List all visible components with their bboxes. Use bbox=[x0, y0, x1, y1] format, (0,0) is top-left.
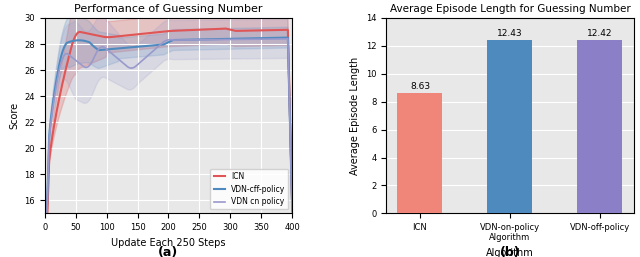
VDN cn policy bbox=[71, 58, 79, 61]
ICN bbox=[222, 27, 230, 30]
VDN-cff-policy bbox=[139, 45, 147, 48]
Bar bbox=[397, 93, 442, 213]
X-axis label: Update Each 250 Steps: Update Each 250 Steps bbox=[111, 237, 226, 247]
ICN bbox=[139, 32, 147, 35]
Line: VDN cn policy: VDN cn policy bbox=[45, 39, 292, 257]
Title: Average Episode Length for Guessing Number: Average Episode Length for Guessing Numb… bbox=[390, 4, 630, 14]
ICN bbox=[196, 28, 204, 31]
VDN-cff-policy bbox=[196, 38, 204, 41]
VDN-cff-policy bbox=[221, 38, 228, 41]
Line: ICN: ICN bbox=[45, 29, 292, 257]
Text: (b): (b) bbox=[500, 246, 520, 257]
ICN bbox=[289, 205, 296, 208]
Y-axis label: Score: Score bbox=[9, 102, 19, 129]
Text: 12.42: 12.42 bbox=[587, 29, 612, 38]
VDN cn policy bbox=[284, 37, 292, 40]
Line: VDN-cff-policy: VDN-cff-policy bbox=[45, 38, 292, 257]
VDN cn policy bbox=[221, 38, 228, 41]
Bar bbox=[488, 40, 532, 213]
ICN bbox=[220, 27, 227, 30]
ICN bbox=[122, 34, 129, 37]
X-axis label: Algorithm: Algorithm bbox=[486, 248, 534, 257]
Text: 12.43: 12.43 bbox=[497, 29, 523, 38]
VDN-cff-policy bbox=[122, 46, 129, 49]
VDN cn policy bbox=[289, 210, 296, 213]
VDN-cff-policy bbox=[71, 39, 79, 42]
Legend: ICN, VDN-cff-policy, VDN cn policy: ICN, VDN-cff-policy, VDN cn policy bbox=[211, 169, 289, 209]
VDN cn policy bbox=[220, 38, 227, 41]
Y-axis label: Average Episode Length: Average Episode Length bbox=[351, 57, 360, 175]
ICN bbox=[221, 27, 228, 30]
ICN bbox=[71, 36, 79, 39]
Text: 8.63: 8.63 bbox=[410, 82, 430, 91]
VDN-cff-policy bbox=[284, 36, 292, 39]
Bar bbox=[577, 40, 622, 213]
Title: Performance of Guessing Number: Performance of Guessing Number bbox=[74, 4, 263, 14]
VDN-cff-policy bbox=[220, 38, 227, 41]
VDN cn policy bbox=[139, 59, 147, 62]
VDN cn policy bbox=[122, 63, 129, 67]
Text: (a): (a) bbox=[158, 246, 179, 257]
VDN-cff-policy bbox=[289, 209, 296, 212]
VDN cn policy bbox=[196, 38, 204, 41]
